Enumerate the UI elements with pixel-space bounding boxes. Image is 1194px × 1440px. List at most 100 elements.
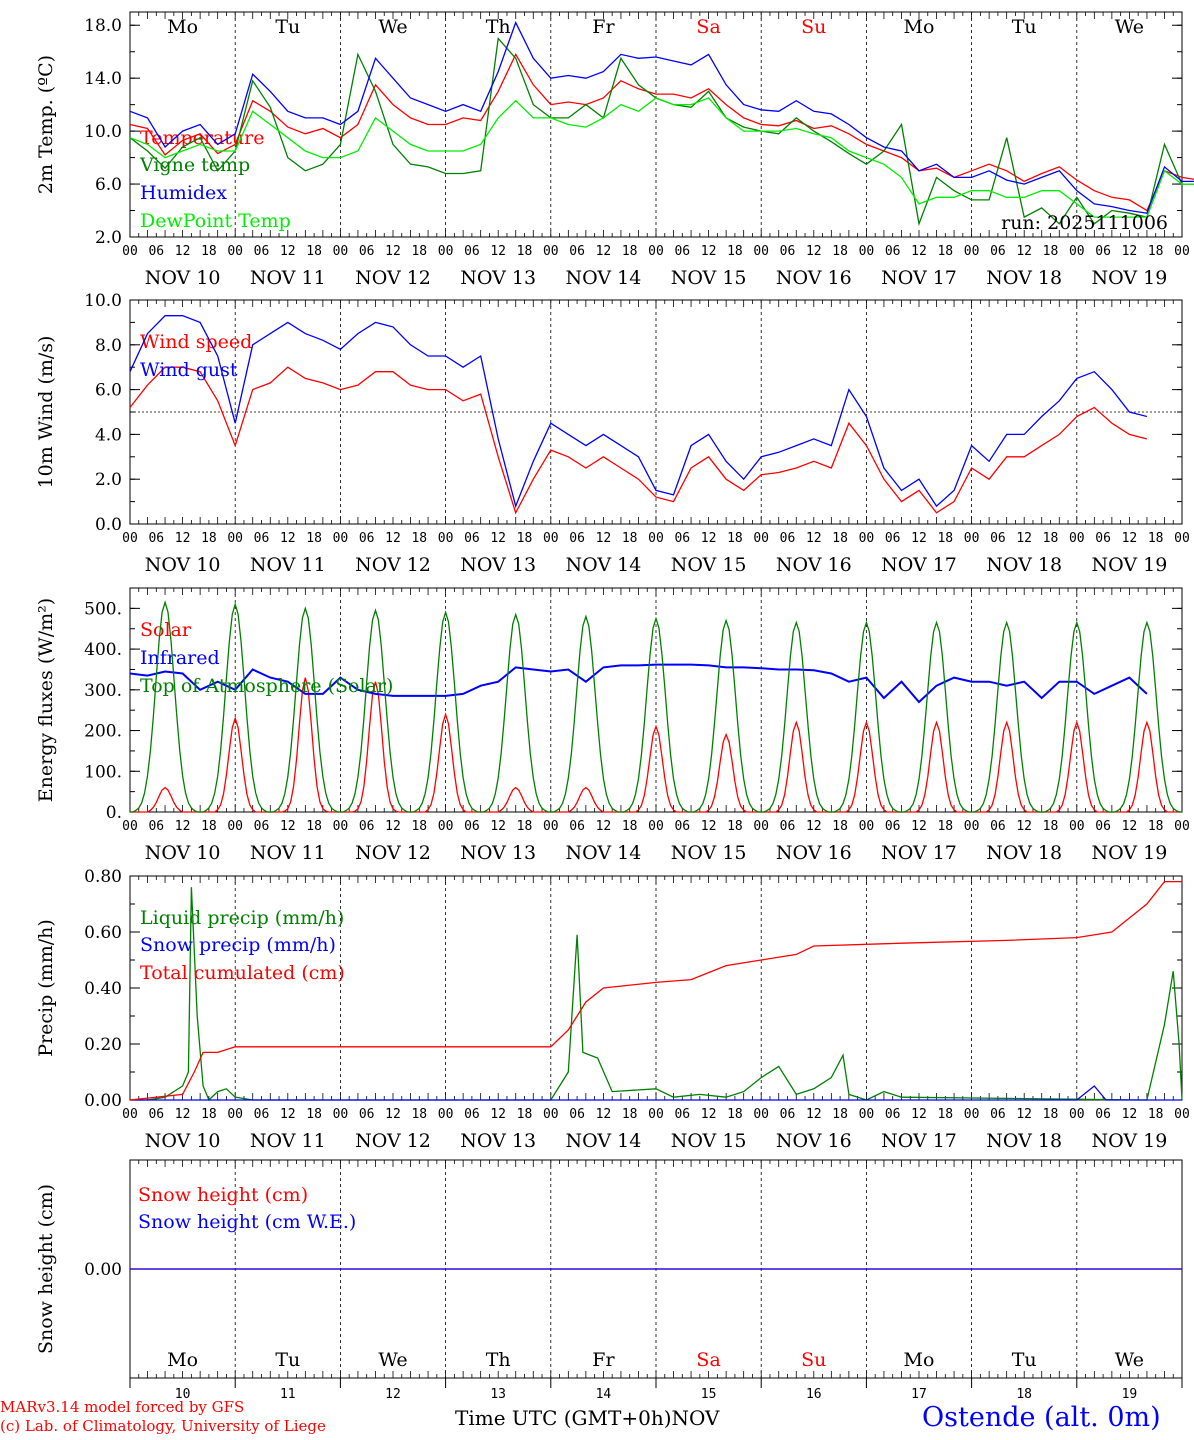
series-line-vigne-temp [129, 37, 1194, 227]
x-hour-label: 12 [175, 819, 191, 834]
x-hour-label: 18 [517, 1107, 533, 1122]
x-hour-label: 06 [780, 819, 796, 834]
x-hour-label: 00 [859, 819, 875, 834]
x-date-label: NOV 15 [671, 267, 747, 289]
x-hour-label: 18 [622, 244, 638, 259]
x-hour-label: 18 [1148, 819, 1164, 834]
x-hour-label: 18 [306, 531, 322, 546]
x-date-label: NOV 14 [565, 1130, 641, 1152]
weekday-label: Tu [1012, 16, 1037, 38]
x-hour-label: 06 [359, 1107, 375, 1122]
x-hour-label: 00 [227, 244, 243, 259]
x-hour-label: 18 [622, 1107, 638, 1122]
x-hour-label: 06 [254, 531, 270, 546]
x-hour-label: 00 [1069, 819, 1085, 834]
weekday-label: Th [486, 1349, 511, 1371]
day-number-label: 17 [911, 1387, 927, 1402]
x-date-label: NOV 17 [881, 267, 957, 289]
x-hour-label: 06 [780, 244, 796, 259]
x-hour-label: 06 [464, 531, 480, 546]
day-number-label: 16 [806, 1387, 822, 1402]
x-hour-label: 12 [911, 244, 927, 259]
x-hour-label: 00 [122, 244, 138, 259]
weekday-label: We [1115, 1349, 1144, 1371]
x-hour-label: 00 [438, 1107, 454, 1122]
x-date-label: NOV 13 [460, 842, 536, 864]
x-hour-label: 00 [122, 531, 138, 546]
weekday-label: Mo [904, 16, 935, 38]
weekday-label: Fr [592, 1349, 615, 1371]
day-number-label: 10 [175, 1387, 191, 1402]
series-line-temperature [129, 53, 1194, 212]
x-hour-label: 06 [674, 244, 690, 259]
y-tick-label: 6.0 [95, 175, 122, 195]
plot-frame [129, 11, 1183, 238]
x-hour-label: 18 [201, 819, 217, 834]
x-hour-label: 18 [306, 1107, 322, 1122]
weekday-label: Tu [1012, 1349, 1037, 1371]
x-hour-label: 18 [201, 1107, 217, 1122]
x-hour-label: 18 [411, 531, 427, 546]
y-axis-label: 2m Temp. (ºC) [35, 55, 57, 194]
x-hour-label: 06 [359, 819, 375, 834]
credit-line-2: (c) Lab. of Climatology, University of L… [0, 1417, 326, 1435]
x-hour-label: 12 [806, 244, 822, 259]
x-hour-label: 12 [806, 819, 822, 834]
x-hour-label: 18 [832, 819, 848, 834]
x-hour-label: 00 [964, 244, 980, 259]
x-date-label: NOV 14 [565, 267, 641, 289]
x-hour-label: 12 [385, 1107, 401, 1122]
panel-snow: 0.00 Snow height (cm) Snow height (cm) Snow… [35, 1159, 1183, 1379]
series-line-wind-speed [129, 366, 1148, 515]
x-hour-label: 00 [227, 531, 243, 546]
x-hour-label: 12 [1016, 819, 1032, 834]
day-number-label: 13 [490, 1387, 506, 1402]
x-hour-label: 06 [780, 1107, 796, 1122]
x-hour-label: 12 [1016, 244, 1032, 259]
y-tick-label: 500. [84, 599, 122, 619]
weekday-label: Su [801, 1349, 826, 1371]
y-axis-label: Precip (mm/h) [35, 919, 57, 1057]
series-line-total-cumulated-cm- [129, 880, 1182, 1101]
x-hour-label: 18 [832, 531, 848, 546]
x-hour-label: 06 [674, 819, 690, 834]
x-hour-label: 00 [227, 819, 243, 834]
x-hour-label: 18 [1148, 244, 1164, 259]
x-hour-label: 06 [1095, 819, 1111, 834]
y-tick-label: 4.0 [95, 425, 122, 445]
x-hour-label: 00 [122, 819, 138, 834]
x-hour-label: 06 [569, 244, 585, 259]
x-hour-label: 12 [911, 819, 927, 834]
x-hour-label: 00 [1174, 244, 1190, 259]
x-date-label: NOV 18 [986, 554, 1062, 576]
x-hour-label: 18 [727, 244, 743, 259]
x-hour-label: 00 [648, 1107, 664, 1122]
x-hour-label: 00 [648, 531, 664, 546]
x-hour-label: 00 [859, 531, 875, 546]
x-hour-label: 18 [1043, 244, 1059, 259]
y-tick-label: 6.0 [95, 381, 122, 401]
legend-entry: Wind speed [140, 331, 252, 353]
x-hour-label: 00 [543, 1107, 559, 1122]
x-hour-label: 00 [333, 819, 349, 834]
x-hour-label: 06 [990, 1107, 1006, 1122]
x-hour-label: 18 [306, 244, 322, 259]
x-date-label: NOV 13 [460, 1130, 536, 1152]
x-hour-label: 12 [701, 1107, 717, 1122]
x-hour-label: 06 [148, 244, 164, 259]
x-hour-label: 18 [937, 531, 953, 546]
weekday-label: Tu [275, 1349, 300, 1371]
x-hour-label: 00 [438, 819, 454, 834]
x-hour-label: 06 [1095, 531, 1111, 546]
y-tick-label: 300. [84, 681, 122, 701]
x-hour-label: 12 [280, 244, 296, 259]
x-date-label: NOV 12 [355, 842, 431, 864]
x-hour-label: 12 [280, 1107, 296, 1122]
x-date-label: NOV 18 [986, 1130, 1062, 1152]
x-hour-label: 12 [490, 1107, 506, 1122]
x-hour-label: 06 [780, 531, 796, 546]
panel-wind: 0.0 2.0 4.0 6.0 8.0 10.0 10m Wind (m/s) Wind sp… [35, 291, 1190, 576]
x-hour-label: 00 [753, 1107, 769, 1122]
x-axis-label: Time UTC (GMT+0h)NOV [455, 1406, 720, 1430]
x-date-label: NOV 14 [565, 554, 641, 576]
